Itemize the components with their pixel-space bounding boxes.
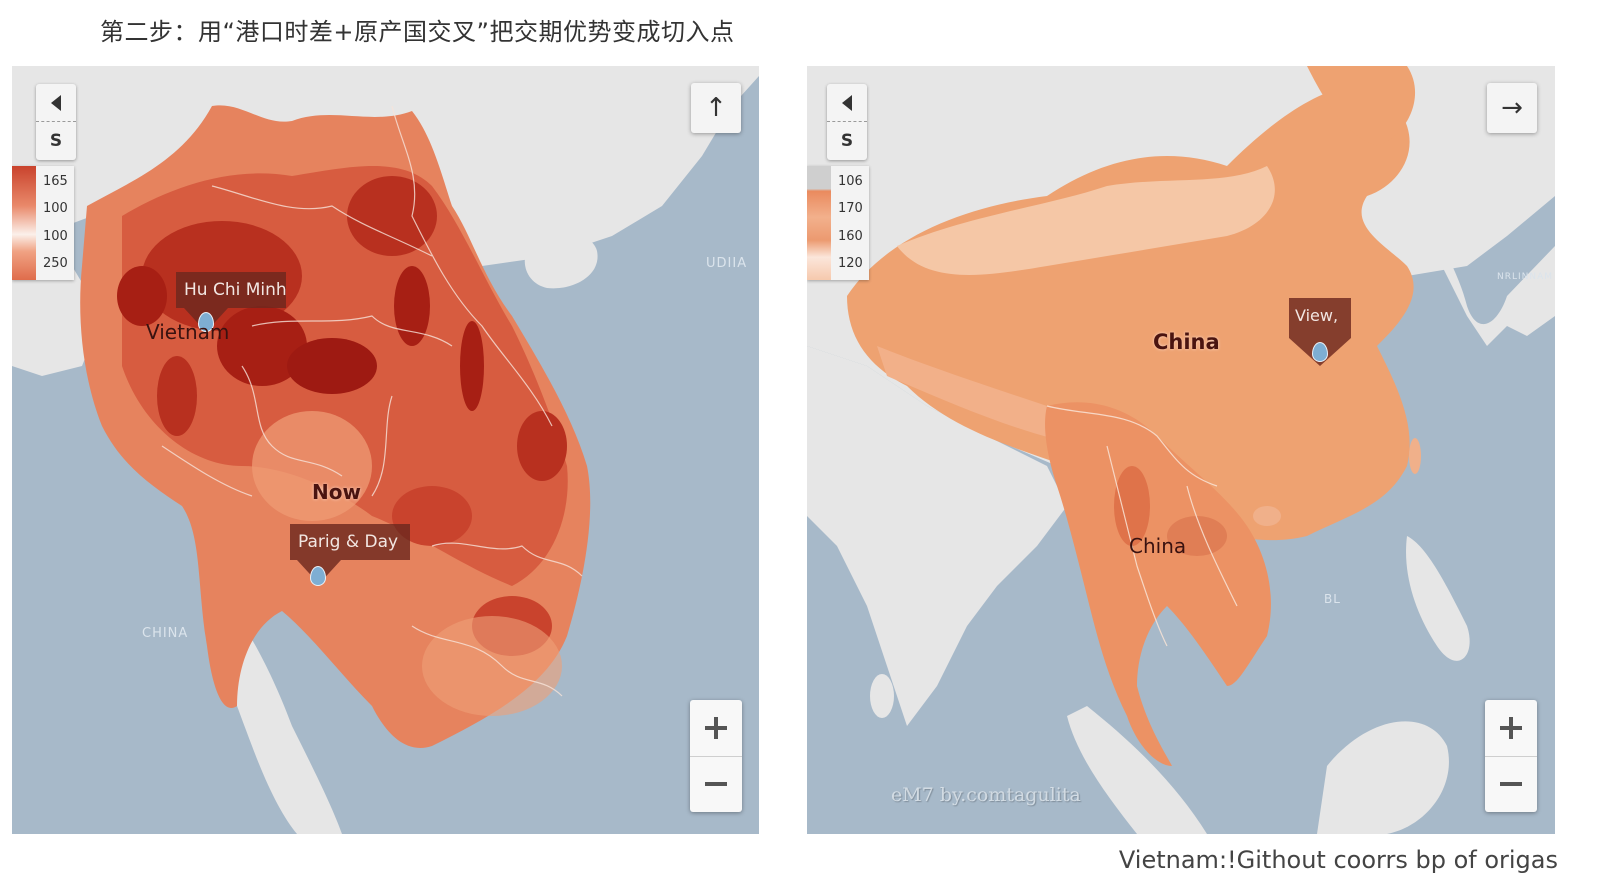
callout-parig-day[interactable]: Parig & Day <box>290 524 410 560</box>
zoom-out-button[interactable] <box>1485 755 1537 813</box>
legend: 165 100 100 250 <box>12 166 74 280</box>
zoom-control[interactable] <box>1485 700 1537 812</box>
right-map-china[interactable]: S 106 170 160 120 → China View, China BL… <box>807 66 1555 834</box>
label-sea-udiia: UDIIA <box>706 256 748 271</box>
callout-hu-chi-minh[interactable]: Hu Chi Minh <box>176 272 287 308</box>
legend-value: 100 <box>43 228 68 244</box>
triangle-left-icon <box>51 94 61 111</box>
compass-control[interactable]: S <box>36 84 76 160</box>
legend-values: 106 170 160 120 <box>831 166 869 280</box>
legend-color-ramp <box>807 166 831 280</box>
page-title: 第二步：用“港口时差+原产国交叉”把交期优势变成切入点 <box>100 18 735 46</box>
triangle-left-icon <box>842 94 852 111</box>
north-arrow-button[interactable]: ↑ <box>691 83 741 133</box>
minus-icon <box>1500 773 1522 795</box>
legend-color-ramp <box>12 166 36 280</box>
label-vietnam: Vietnam <box>146 320 230 344</box>
zoom-in-button[interactable] <box>690 700 742 756</box>
legend-value: 250 <box>43 256 68 272</box>
pan-left-button[interactable] <box>36 84 76 122</box>
legend-value: 106 <box>838 173 863 189</box>
map-watermark: eM7 by.comtagulita <box>891 784 1081 806</box>
plus-icon <box>1500 716 1522 739</box>
plus-icon <box>705 716 727 739</box>
south-button[interactable]: S <box>49 131 63 151</box>
legend-value: 165 <box>43 173 68 189</box>
label-china: China <box>1153 330 1220 354</box>
map-pin-icon[interactable] <box>1312 342 1328 362</box>
south-button[interactable]: S <box>840 131 854 151</box>
right-map-basemap <box>807 66 1555 834</box>
legend: 106 170 160 120 <box>807 166 869 280</box>
label-sea-bl: BL <box>1324 592 1341 606</box>
zoom-out-button[interactable] <box>690 755 742 813</box>
legend-value: 100 <box>43 201 68 217</box>
forward-arrow-button[interactable]: → <box>1487 83 1537 133</box>
legend-value: 160 <box>838 228 863 244</box>
label-china-sub: China <box>1129 534 1187 558</box>
compass-control[interactable]: S <box>827 84 867 160</box>
pan-left-button[interactable] <box>827 84 867 122</box>
figure-caption: Vietnam:!Githout coorrs bp of origas <box>1118 846 1558 874</box>
legend-values: 165 100 100 250 <box>36 166 74 280</box>
left-map-vietnam[interactable]: S 165 100 100 250 ↑ Hu Chi Minh Vietnam … <box>12 66 759 834</box>
map-pin-icon[interactable] <box>198 312 214 332</box>
label-now: Now <box>312 480 361 504</box>
label-sea-china: CHINA <box>142 626 189 641</box>
callout-view[interactable]: View, <box>1289 298 1351 338</box>
label-sea-ne: NRLINNAM <box>1497 272 1554 282</box>
legend-value: 120 <box>838 256 863 272</box>
map-pin-icon[interactable] <box>310 566 326 586</box>
zoom-control[interactable] <box>690 700 742 812</box>
minus-icon <box>705 773 727 795</box>
zoom-in-button[interactable] <box>1485 700 1537 756</box>
legend-value: 170 <box>838 201 863 217</box>
arrow-right-icon: → <box>1501 93 1523 123</box>
left-map-basemap <box>12 66 759 834</box>
arrow-up-icon: ↑ <box>705 93 727 123</box>
